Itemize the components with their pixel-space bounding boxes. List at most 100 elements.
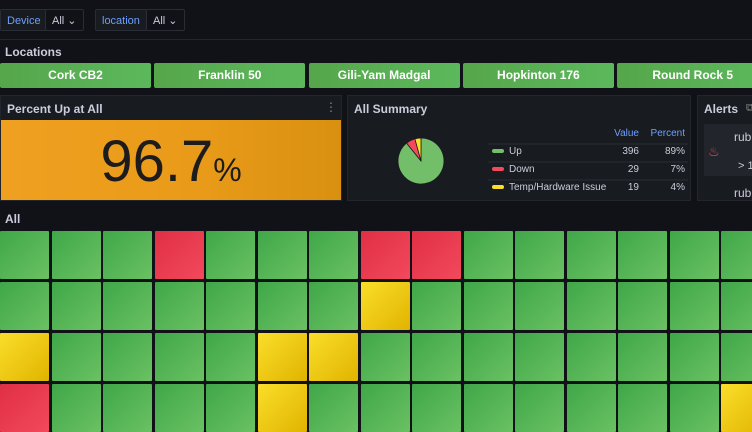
- row-title[interactable]: All: [5, 212, 21, 226]
- status-tile[interactable]: [154, 231, 204, 279]
- legend-value: 396: [622, 146, 639, 157]
- status-tile[interactable]: [257, 384, 307, 432]
- status-tile[interactable]: [618, 333, 667, 381]
- status-tile[interactable]: [515, 384, 564, 432]
- status-tile[interactable]: [360, 384, 410, 432]
- status-tile[interactable]: [257, 282, 307, 330]
- status-tile[interactable]: [412, 384, 461, 432]
- legend-value: 29: [628, 164, 640, 175]
- status-tile[interactable]: [309, 282, 358, 330]
- status-tile[interactable]: [463, 333, 513, 381]
- stat-body: 96.7%: [1, 120, 341, 200]
- status-tile[interactable]: [412, 333, 461, 381]
- legend-swatch: [492, 167, 504, 171]
- status-tile[interactable]: [154, 333, 204, 381]
- location-button[interactable]: Hopkinton 176: [462, 63, 614, 88]
- status-tile[interactable]: [669, 282, 719, 330]
- column-header: Percent: [651, 128, 686, 139]
- legend-swatch: [492, 149, 504, 153]
- status-tile[interactable]: [463, 282, 513, 330]
- status-tile[interactable]: [309, 231, 358, 279]
- alerts-panel: Alerts ⧉ ♨ rub > 1 rub: [697, 95, 752, 201]
- location-button[interactable]: Gili-Yam Madgal: [308, 63, 460, 88]
- status-tile[interactable]: [257, 333, 307, 381]
- status-tile[interactable]: [618, 282, 667, 330]
- stat-unit: %: [213, 152, 242, 188]
- status-tile[interactable]: [103, 384, 152, 432]
- status-tile[interactable]: [618, 384, 667, 432]
- stat-value: 96.7%: [1, 128, 341, 195]
- status-tile[interactable]: [669, 384, 719, 432]
- status-tile[interactable]: [412, 231, 461, 279]
- status-tile[interactable]: [309, 333, 358, 381]
- summary-panel: All Summary Value Percent Up 396 89% Down 29 7%…: [347, 95, 691, 201]
- status-tile[interactable]: [721, 231, 752, 279]
- status-tile[interactable]: [206, 231, 255, 279]
- status-tile[interactable]: [721, 282, 752, 330]
- legend-value: 19: [628, 182, 640, 193]
- status-tile[interactable]: [103, 282, 152, 330]
- menu-icon[interactable]: ⋮: [325, 100, 337, 114]
- status-tile[interactable]: [463, 384, 513, 432]
- select-value: All: [153, 15, 166, 27]
- status-tile[interactable]: [360, 333, 410, 381]
- status-tile[interactable]: [721, 384, 752, 432]
- status-tile[interactable]: [669, 231, 719, 279]
- select-value: All: [52, 15, 65, 27]
- location-button[interactable]: Round Rock 5: [617, 63, 752, 88]
- legend-name[interactable]: Up: [509, 146, 522, 157]
- variable-select[interactable]: All ⌄: [45, 9, 84, 31]
- status-tile[interactable]: [51, 333, 101, 381]
- status-tile[interactable]: [154, 282, 204, 330]
- status-tile[interactable]: [0, 282, 49, 330]
- status-tile[interactable]: [566, 282, 616, 330]
- status-tile[interactable]: [566, 333, 616, 381]
- status-tile[interactable]: [721, 333, 752, 381]
- location-button[interactable]: Franklin 50: [154, 63, 306, 88]
- status-tile[interactable]: [360, 231, 410, 279]
- legend-percent: 7%: [671, 164, 686, 175]
- status-tile[interactable]: [51, 282, 101, 330]
- status-tile[interactable]: [154, 384, 204, 432]
- pie-legend: Value Percent Up 396 89% Down 29 7% Temp/Hardwar…: [397, 128, 688, 193]
- status-tile[interactable]: [206, 333, 255, 381]
- status-tile[interactable]: [669, 333, 719, 381]
- status-tile[interactable]: [515, 231, 564, 279]
- alert-icon: ♨: [708, 144, 720, 159]
- status-tile[interactable]: [206, 384, 255, 432]
- variable-select[interactable]: All ⌄: [146, 9, 185, 31]
- status-tile[interactable]: [0, 333, 49, 381]
- divider: [0, 39, 752, 40]
- status-tile[interactable]: [51, 384, 101, 432]
- status-tile[interactable]: [206, 282, 255, 330]
- stat-number: 96.7: [100, 129, 214, 194]
- icon: ⧉: [746, 102, 752, 114]
- legend-name[interactable]: Down: [509, 164, 535, 175]
- variable-label: location: [95, 9, 147, 31]
- status-tile[interactable]: [0, 384, 49, 432]
- status-tile[interactable]: [103, 333, 152, 381]
- status-tile[interactable]: [360, 282, 410, 330]
- status-tile[interactable]: [515, 282, 564, 330]
- status-tile[interactable]: [309, 384, 358, 432]
- status-tile[interactable]: [566, 384, 616, 432]
- alert-item[interactable]: ♨ rub > 1: [704, 124, 752, 176]
- status-tile[interactable]: [463, 231, 513, 279]
- status-tile[interactable]: [103, 231, 152, 279]
- legend-percent: 4%: [671, 182, 686, 193]
- panel-title: Alerts: [704, 102, 739, 116]
- status-tile[interactable]: [51, 231, 101, 279]
- status-tile[interactable]: [566, 231, 616, 279]
- status-tile[interactable]: [515, 333, 564, 381]
- alert-name: rub: [734, 186, 752, 200]
- status-tile[interactable]: [618, 231, 667, 279]
- location-button[interactable]: Cork CB2: [0, 63, 151, 88]
- status-tile[interactable]: [257, 231, 307, 279]
- stat-panel: Percent Up at All ⋮ 96.7%: [0, 95, 342, 201]
- legend-name[interactable]: Temp/Hardware Issue: [509, 182, 607, 193]
- row-title[interactable]: Locations: [5, 45, 62, 59]
- status-tile[interactable]: [412, 282, 461, 330]
- status-tile[interactable]: [0, 231, 49, 279]
